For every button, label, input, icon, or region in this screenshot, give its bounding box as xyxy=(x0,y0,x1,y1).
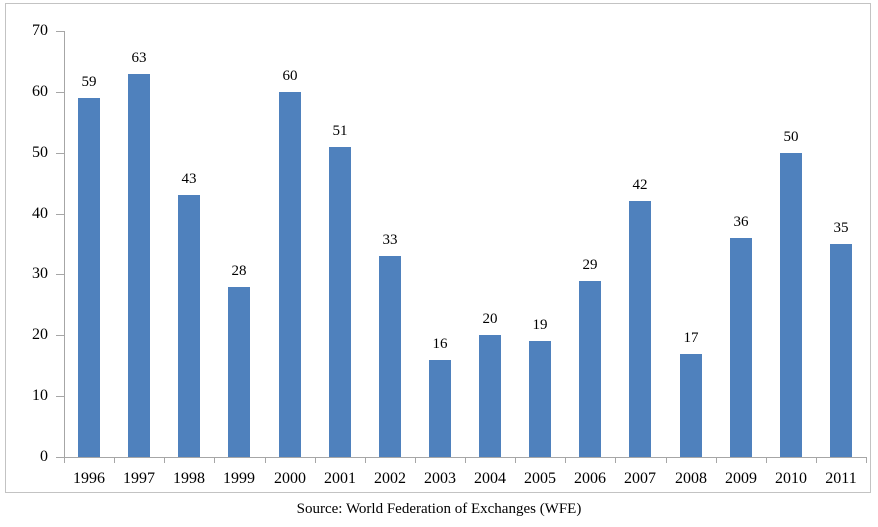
x-category-label: 1997 xyxy=(123,470,155,487)
bar-value-label: 43 xyxy=(181,171,197,187)
x-tick xyxy=(164,458,165,463)
y-tick xyxy=(56,153,64,154)
x-category-label: 2008 xyxy=(675,470,707,487)
bar xyxy=(830,244,852,457)
bar-value-label: 16 xyxy=(432,336,448,352)
x-tick xyxy=(716,458,717,463)
bar xyxy=(78,98,100,457)
bar xyxy=(579,281,601,457)
y-tick-label: 70 xyxy=(32,22,48,39)
bar xyxy=(379,256,401,457)
bar xyxy=(780,153,802,457)
x-tick xyxy=(315,458,316,463)
x-category-label: 2010 xyxy=(775,470,807,487)
bar-value-label: 35 xyxy=(833,220,849,236)
x-tick xyxy=(265,458,266,463)
x-category-label: 2000 xyxy=(274,470,306,487)
bar xyxy=(529,341,551,457)
bar-value-label: 42 xyxy=(632,177,648,193)
x-category-label: 1996 xyxy=(73,470,105,487)
x-category-label: 2005 xyxy=(524,470,556,487)
bar-value-label: 28 xyxy=(231,263,247,279)
x-category-label: 1998 xyxy=(173,470,205,487)
bar-value-label: 63 xyxy=(131,50,147,66)
x-category-label: 2009 xyxy=(725,470,757,487)
bar xyxy=(680,354,702,457)
bar xyxy=(429,360,451,457)
x-tick xyxy=(515,458,516,463)
x-category-label: 2003 xyxy=(424,470,456,487)
bar-value-label: 19 xyxy=(532,317,548,333)
x-axis-line xyxy=(64,457,867,458)
x-category-label: 2007 xyxy=(624,470,656,487)
bar-value-label: 17 xyxy=(683,330,699,346)
y-tick xyxy=(56,274,64,275)
bar-value-label: 29 xyxy=(582,257,598,273)
x-tick xyxy=(64,458,65,463)
bar xyxy=(228,287,250,457)
y-tick xyxy=(56,396,64,397)
x-category-label: 2004 xyxy=(474,470,506,487)
y-tick-label: 20 xyxy=(32,326,48,343)
x-tick xyxy=(666,458,667,463)
x-tick xyxy=(816,458,817,463)
x-tick xyxy=(565,458,566,463)
bar xyxy=(279,92,301,457)
bar-value-label: 33 xyxy=(382,232,398,248)
y-tick xyxy=(56,31,64,32)
x-tick xyxy=(365,458,366,463)
y-tick xyxy=(56,335,64,336)
bar-value-label: 60 xyxy=(282,68,298,84)
x-tick xyxy=(615,458,616,463)
x-category-label: 1999 xyxy=(223,470,255,487)
x-category-label: 2001 xyxy=(324,470,356,487)
x-category-label: 2006 xyxy=(574,470,606,487)
y-tick-label: 30 xyxy=(32,265,48,282)
bar-value-label: 51 xyxy=(332,123,348,139)
y-tick-label: 40 xyxy=(32,205,48,222)
x-category-label: 2002 xyxy=(374,470,406,487)
bar-value-label: 59 xyxy=(81,74,97,90)
y-tick-label: 50 xyxy=(32,144,48,161)
y-tick-label: 10 xyxy=(32,387,48,404)
y-tick xyxy=(56,92,64,93)
y-tick-label: 0 xyxy=(40,448,48,465)
bar-value-label: 36 xyxy=(733,214,749,230)
x-tick xyxy=(114,458,115,463)
y-tick-label: 60 xyxy=(32,83,48,100)
bar xyxy=(329,147,351,457)
x-tick xyxy=(415,458,416,463)
x-tick xyxy=(214,458,215,463)
y-tick xyxy=(56,457,64,458)
bar xyxy=(178,195,200,457)
x-category-label: 2011 xyxy=(825,470,857,487)
x-tick xyxy=(866,458,867,463)
bar-value-label: 20 xyxy=(482,311,498,327)
bar xyxy=(629,201,651,457)
y-axis-line xyxy=(64,31,65,458)
bar-value-label: 50 xyxy=(783,129,799,145)
source-caption: Source: World Federation of Exchanges (W… xyxy=(296,501,582,517)
x-tick xyxy=(766,458,767,463)
x-tick xyxy=(465,458,466,463)
bar xyxy=(128,74,150,457)
bar xyxy=(479,335,501,457)
y-tick xyxy=(56,214,64,215)
bar xyxy=(730,238,752,457)
